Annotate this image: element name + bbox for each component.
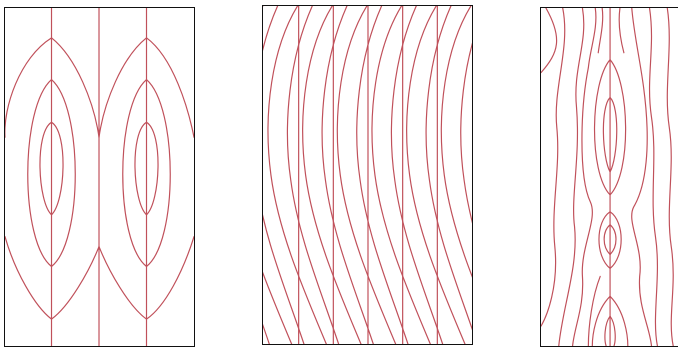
panel-elliptical-rings <box>4 7 195 347</box>
growth-ring <box>603 224 617 256</box>
growth-ring <box>593 59 627 196</box>
growth-ring <box>425 6 472 331</box>
growth-ring <box>302 6 362 344</box>
growth-ring <box>371 6 431 344</box>
growth-ring <box>5 37 53 138</box>
growth-ring <box>604 315 611 346</box>
growth-ring <box>598 211 622 270</box>
diagonal-rings-drawing <box>263 6 472 344</box>
growth-ring <box>122 78 171 268</box>
growth-ring <box>39 121 64 216</box>
growth-ring <box>267 6 327 344</box>
growth-ring <box>406 6 466 344</box>
panel-wavy-rings <box>540 7 678 347</box>
growth-ring <box>145 37 194 138</box>
growth-ring <box>587 275 601 346</box>
growth-ring <box>602 96 618 173</box>
growth-ring <box>286 6 340 344</box>
growth-ring <box>134 121 159 216</box>
growth-ring <box>98 37 148 138</box>
growth-ring <box>666 8 674 346</box>
growth-ring <box>558 8 585 346</box>
rings-wavy-group <box>541 8 674 346</box>
rings-diagonal-group <box>263 6 472 344</box>
growth-ring <box>609 315 616 346</box>
growth-ring <box>263 6 293 344</box>
growth-ring <box>27 78 76 268</box>
growth-ring <box>631 8 653 346</box>
growth-ring <box>541 8 566 327</box>
growth-ring <box>648 8 659 346</box>
growth-ring <box>571 8 597 346</box>
growth-ring <box>263 6 305 344</box>
growth-ring <box>541 8 558 74</box>
growth-ring <box>597 8 604 54</box>
growth-ring <box>5 236 100 320</box>
growth-ring <box>336 6 397 344</box>
growth-ring <box>50 37 100 138</box>
wavy-rings-drawing <box>541 8 674 346</box>
elliptical-rings-drawing <box>5 8 194 346</box>
growth-ring <box>356 6 409 344</box>
growth-ring <box>440 6 472 278</box>
growth-ring <box>618 8 625 54</box>
growth-ring <box>98 236 194 320</box>
growth-ring <box>263 323 270 344</box>
growth-ring <box>321 6 374 344</box>
growth-ring <box>390 6 444 344</box>
growth-ring <box>460 42 472 224</box>
panel-diagonal-rings <box>262 5 473 345</box>
rings-left-group <box>5 8 194 346</box>
